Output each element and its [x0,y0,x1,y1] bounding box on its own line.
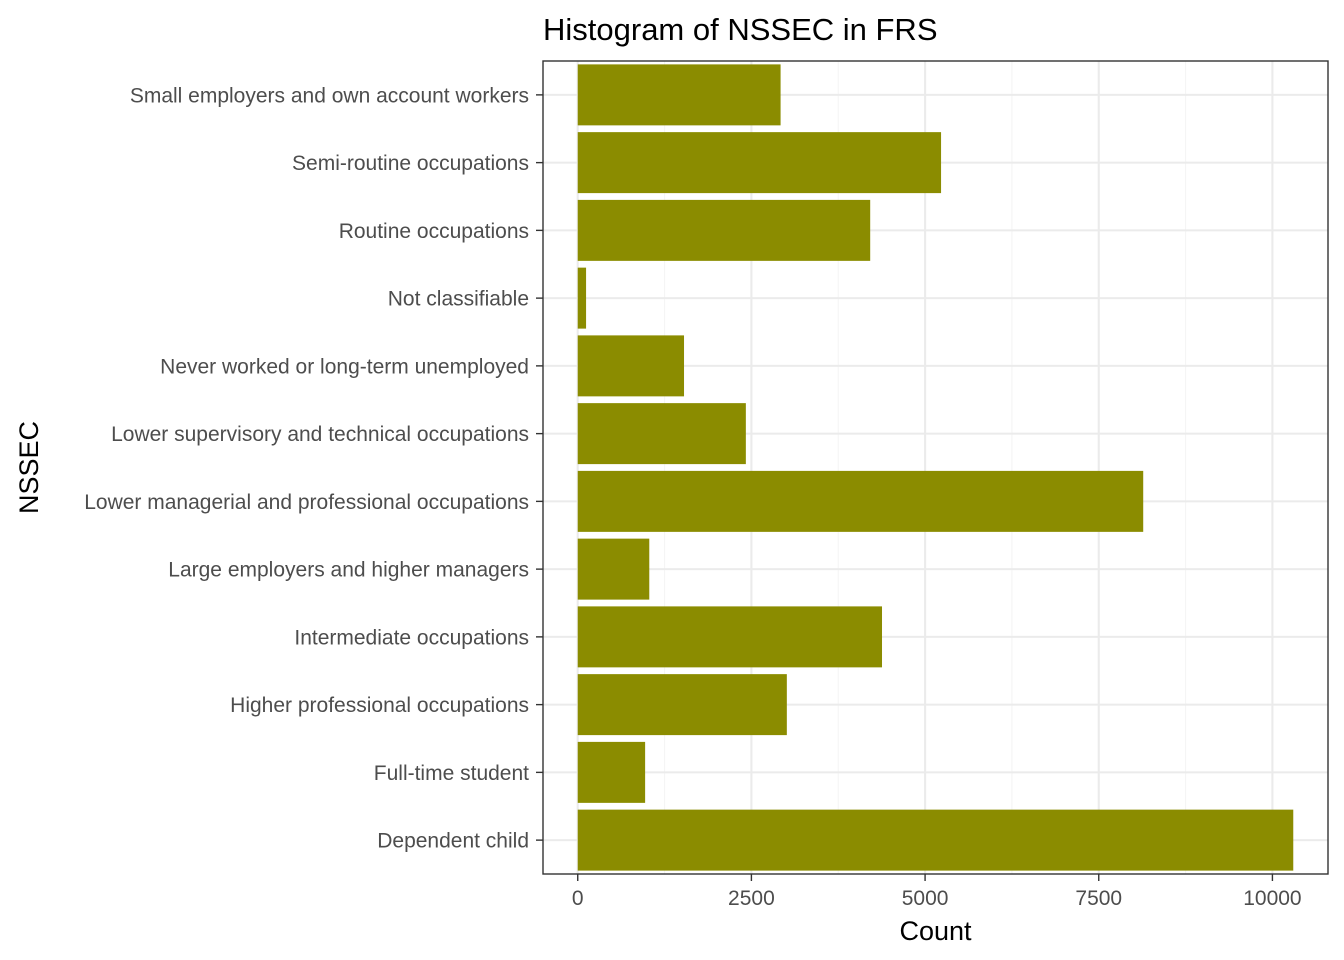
y-tick-label: Intermediate occupations [294,626,529,649]
x-tick-label: 0 [572,887,584,910]
y-tick-label: Small employers and own account workers [130,84,529,107]
bar [577,809,1294,871]
bar [577,741,646,803]
bar [577,267,587,329]
bar [577,674,787,736]
bar [577,132,942,194]
bar [577,538,650,600]
y-tick-label: Large employers and higher managers [168,559,529,582]
x-tick-label: 10000 [1243,887,1301,910]
x-axis-title: Count [899,916,972,946]
y-axis-title: NSSEC [14,421,44,514]
x-tick-label: 2500 [728,887,775,910]
x-axis: 0 2500 5000 7500 10000 [572,874,1302,910]
x-tick-label: 5000 [902,887,949,910]
bar [577,403,746,465]
y-tick-label: Higher professional occupations [230,694,529,717]
y-tick-label: Never worked or long-term unemployed [160,355,529,378]
chart-title: Histogram of NSSEC in FRS [543,12,938,47]
y-axis: Dependent child Full-time student Higher p… [84,84,543,853]
y-tick-label: Lower managerial and professional occupa… [84,491,529,514]
y-tick-label: Not classifiable [388,288,529,311]
y-tick-label: Routine occupations [339,220,529,243]
bar [577,335,685,397]
y-tick-label: Dependent child [377,830,529,853]
bar [577,606,883,668]
bar [577,64,781,126]
x-tick-label: 7500 [1075,887,1122,910]
bar [577,199,871,261]
y-tick-label: Lower supervisory and technical occupati… [111,423,529,446]
y-tick-label: Semi-routine occupations [292,152,529,175]
bars [577,64,1294,871]
bar [577,470,1144,532]
y-tick-label: Full-time student [374,762,529,785]
panel-border [542,60,1329,875]
